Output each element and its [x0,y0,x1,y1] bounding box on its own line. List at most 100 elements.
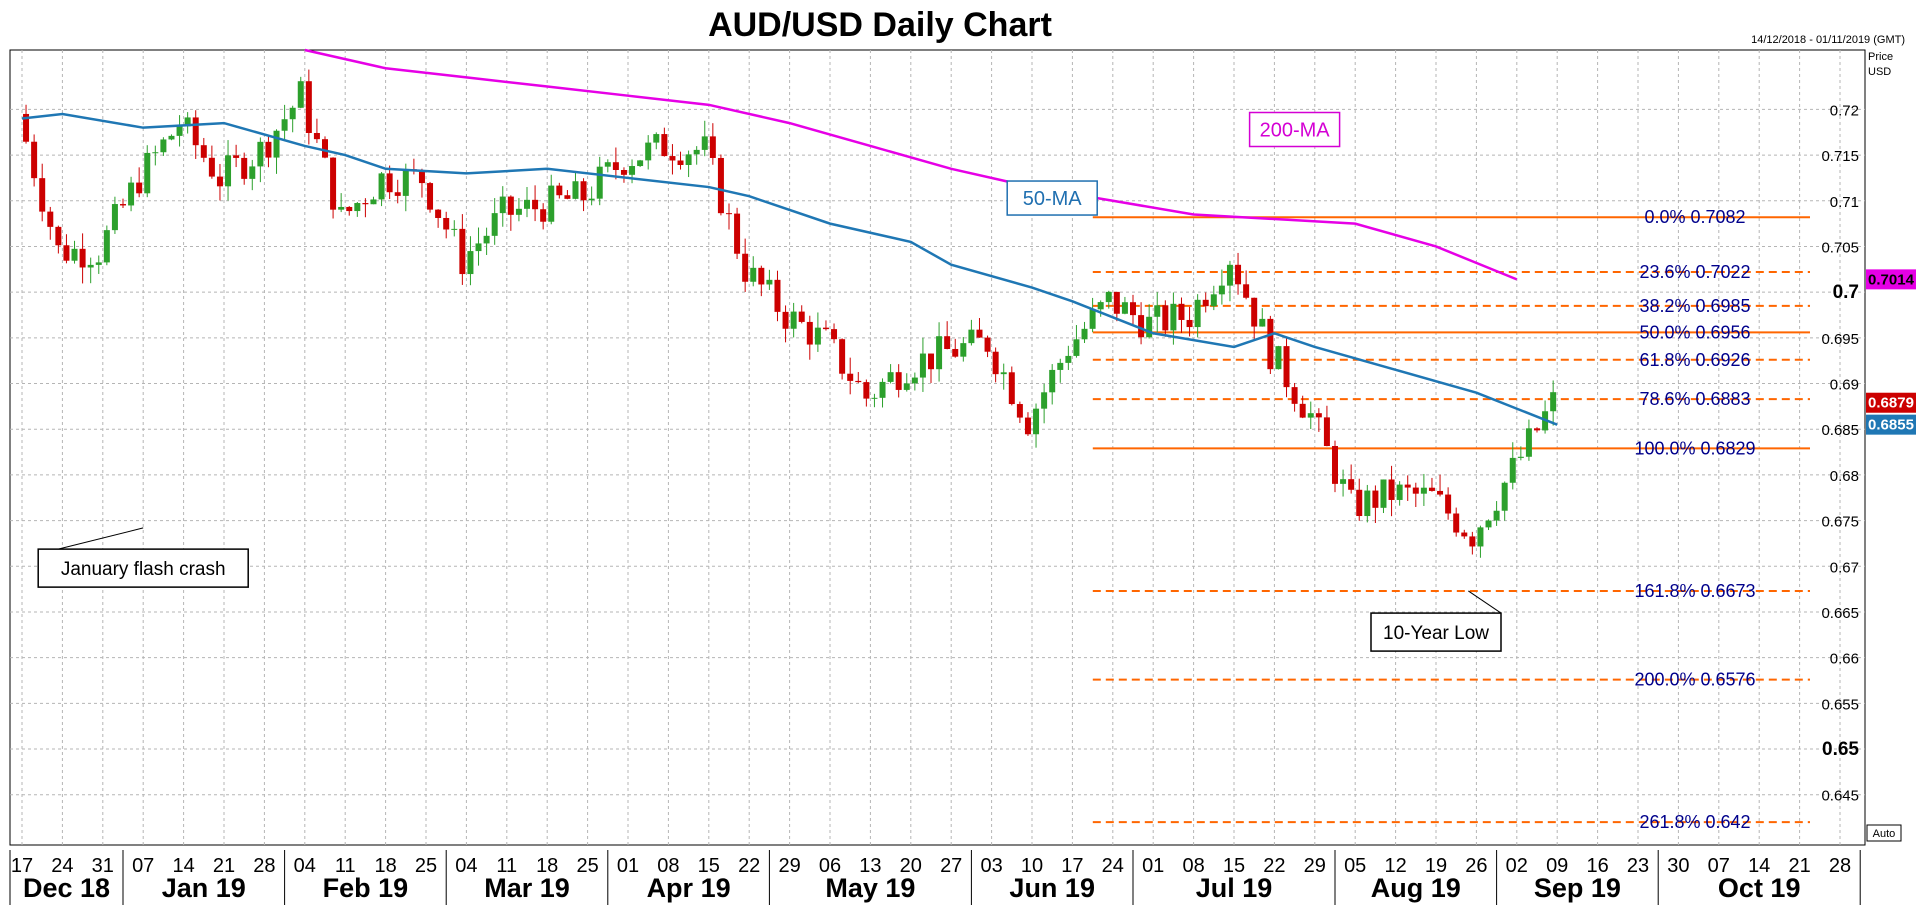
candle-body [629,166,636,175]
candle-body [362,203,369,205]
candle-body [806,321,813,345]
annotation-pointer [58,527,144,550]
price-tag-bg [1866,392,1916,413]
candle-body [322,139,328,158]
candle-body [1210,294,1217,307]
y-tick-label: 0.72 [1830,102,1859,119]
annotation-text: 10-Year Low [1383,623,1489,644]
candle-body [1235,264,1242,285]
x-tick-label: 06 [819,855,841,877]
x-tick-label: 12 [1384,855,1406,877]
x-tick-label: 11 [335,855,356,877]
candle-body [758,267,765,285]
candle-body [386,173,393,193]
candle-body [225,155,232,187]
auto-button-label[interactable]: Auto [1873,828,1896,840]
x-tick-label: 09 [1546,855,1568,877]
candle-body [338,206,345,210]
candle-body [1226,264,1233,286]
candle-body [984,337,991,352]
candle-body [370,199,377,205]
candle-body [281,119,288,131]
candle-body [871,397,878,399]
candle-body [1493,510,1500,521]
candle-body [1008,372,1015,405]
candle-body [556,185,563,196]
candle-body [669,156,676,161]
candle-body [95,262,102,265]
candle-body [1307,413,1314,418]
y-tick-label: 0.66 [1830,651,1859,668]
candle-body [1024,417,1031,435]
candle-body [136,182,143,194]
candle-body [944,336,951,349]
candle-body [1170,303,1177,331]
candle-body [919,353,926,378]
candle-body [1065,355,1072,363]
y-tick-label: 0.69 [1830,377,1859,394]
x-tick-label: 16 [1586,855,1608,877]
candle-body [1453,513,1460,533]
candle-body [661,134,668,157]
y-tick-label: 0.68 [1830,468,1859,485]
candle-body [443,217,450,230]
candle-body [71,248,78,261]
y-tick-label: 0.67 [1830,559,1859,576]
candle-body [968,329,975,344]
fib-label: 38.2% 0.6985 [1639,296,1750,316]
candle-body [911,377,918,384]
candle-body [766,279,773,285]
month-label: Mar 19 [484,873,570,903]
price-tag-bg [1866,269,1916,290]
candle-body [249,166,256,179]
candle-body [1428,487,1435,491]
y-tick-label: 0.71 [1830,194,1859,211]
candle-body [637,160,644,167]
candle-body [887,372,894,382]
candle-body [847,373,854,381]
candle-body [677,160,684,165]
candle-body [612,162,619,170]
x-tick-label: 05 [1344,855,1366,877]
candle-body [265,141,272,158]
candle-body [346,206,353,212]
candle-body [297,81,304,108]
candle-body [418,170,425,184]
candle-body [1348,479,1355,490]
candle-body [1445,494,1452,514]
ma-50-line [21,112,1558,426]
candle-body [120,204,126,206]
candle-body [208,157,215,177]
x-tick-label: 26 [1465,855,1487,877]
candle-body [936,336,943,370]
x-tick-label: 14 [172,855,194,877]
candle-body [394,192,401,196]
candle-body [176,126,183,136]
candle-body [1243,284,1250,298]
candle-body [1380,479,1387,508]
candle-body [305,81,312,133]
candle-body [233,155,240,158]
fib-label: 200.0% 0.6576 [1634,670,1755,690]
candle-body [774,279,781,312]
x-tick-label: 14 [1748,855,1770,877]
auto-button[interactable]: Auto [1866,824,1902,842]
x-tick-label: 18 [374,855,396,877]
candle-body [1259,318,1266,327]
candle-body [1089,309,1096,329]
x-tick-label: 22 [738,855,760,877]
x-tick-label: 29 [1304,855,1326,877]
candle-body [63,245,70,261]
candle-body [548,185,555,222]
candle-body [1178,303,1185,320]
candle-body [257,141,264,167]
candle-body [1356,489,1363,517]
candle-body [653,134,660,143]
candle-body [435,209,442,218]
candle-body [1340,479,1347,484]
month-label: Apr 19 [647,873,731,903]
candle-body [1162,305,1169,331]
candle-body [1049,369,1056,393]
candle-body [1485,520,1492,528]
candle-body [879,381,886,398]
